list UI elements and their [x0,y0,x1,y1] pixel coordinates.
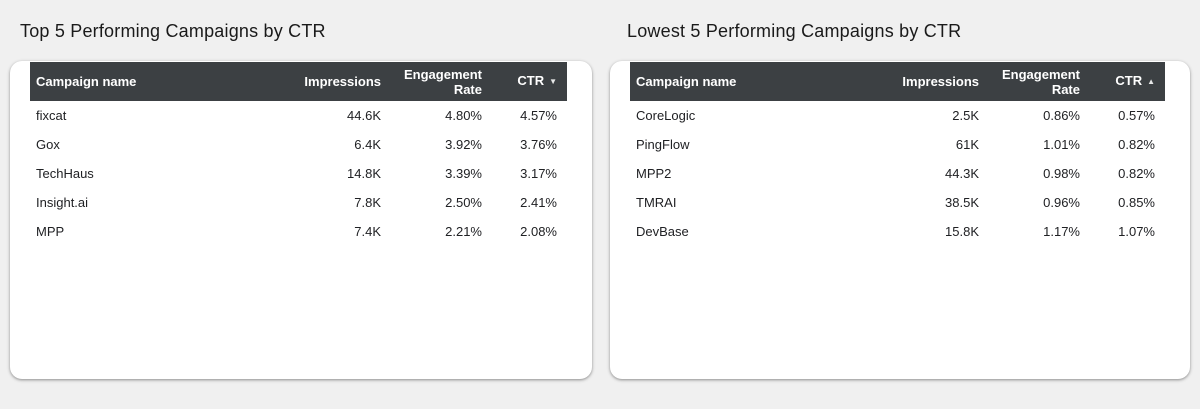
table-row: CoreLogic 2.5K 0.86% 0.57% [630,101,1165,130]
sort-descending-icon: ▼ [549,77,557,86]
top-campaigns-table: Campaign name Impressions Engagement Rat… [30,62,567,246]
cell-engagement-rate: 2.21% [445,224,482,239]
cell-ctr: 4.57% [520,108,557,123]
column-header-engagement-rate[interactable]: Engagement Rate [403,66,482,97]
sort-ascending-icon: ▲ [1147,77,1155,86]
table-row: PingFlow 61K 1.01% 0.82% [630,130,1165,159]
cell-impressions: 61K [955,137,979,152]
cell-impressions: 7.4K [354,224,381,239]
table-row: TMRAI 38.5K 0.96% 0.85% [630,188,1165,217]
lowest-campaigns-table: Campaign name Impressions Engagement Rat… [630,62,1165,246]
table-body: CoreLogic 2.5K 0.86% 0.57% PingFlow 61K … [630,101,1165,246]
cell-ctr: 3.76% [520,137,557,152]
table-body: fixcat 44.6K 4.80% 4.57% Gox 6.4K 3.92% … [30,101,567,246]
cell-ctr: 0.85% [1118,195,1155,210]
table-header-row: Campaign name Impressions Engagement Rat… [30,62,567,101]
table-row: MPP 7.4K 2.21% 2.08% [30,217,567,246]
cell-engagement-rate: 0.96% [1043,195,1080,210]
table-row: TechHaus 14.8K 3.39% 3.17% [30,159,567,188]
top-campaigns-table-card: Campaign name Impressions Engagement Rat… [10,61,592,379]
ctr-header-label: CTR [1115,73,1143,88]
cell-engagement-rate: 1.17% [1043,224,1080,239]
table-row: DevBase 15.8K 1.17% 1.07% [630,217,1165,246]
table-row: Gox 6.4K 3.92% 3.76% [30,130,567,159]
cell-campaign-name: Insight.ai [36,195,89,210]
table-row: Insight.ai 7.8K 2.50% 2.41% [30,188,567,217]
cell-engagement-rate: 4.80% [445,108,482,123]
cell-campaign-name: CoreLogic [636,108,696,123]
table-row: fixcat 44.6K 4.80% 4.57% [30,101,567,130]
table-header-row: Campaign name Impressions Engagement Rat… [630,62,1165,101]
cell-campaign-name: PingFlow [636,137,690,152]
column-header-campaign-name[interactable]: Campaign name [636,74,737,89]
cell-impressions: 44.6K [347,108,381,123]
cell-engagement-rate: 1.01% [1043,137,1080,152]
cell-impressions: 15.8K [945,224,979,239]
cell-ctr: 2.08% [520,224,557,239]
cell-campaign-name: TechHaus [36,166,94,181]
cell-engagement-rate: 2.50% [445,195,482,210]
cell-ctr: 3.17% [520,166,557,181]
column-header-ctr[interactable]: CTR ▲ [1080,73,1165,90]
column-header-engagement-rate[interactable]: Engagement Rate [1001,66,1080,97]
cell-ctr: 1.07% [1118,224,1155,239]
column-header-impressions[interactable]: Impressions [902,74,979,89]
ctr-header-label: CTR [517,73,545,88]
cell-campaign-name: fixcat [36,108,67,123]
cell-impressions: 38.5K [945,195,979,210]
cell-campaign-name: MPP2 [636,166,672,181]
column-header-ctr[interactable]: CTR ▼ [482,73,567,90]
cell-ctr: 0.82% [1118,166,1155,181]
cell-engagement-rate: 0.98% [1043,166,1080,181]
cell-campaign-name: MPP [36,224,65,239]
table-row: MPP2 44.3K 0.98% 0.82% [630,159,1165,188]
chart-title-top-campaigns: Top 5 Performing Campaigns by CTR [20,21,326,41]
lowest-campaigns-table-card: Campaign name Impressions Engagement Rat… [610,61,1190,379]
column-header-campaign-name[interactable]: Campaign name [36,74,137,89]
chart-title-lowest-campaigns: Lowest 5 Performing Campaigns by CTR [627,21,962,41]
cell-impressions: 14.8K [347,166,381,181]
cell-campaign-name: DevBase [636,224,689,239]
cell-ctr: 2.41% [520,195,557,210]
column-header-impressions[interactable]: Impressions [304,74,381,89]
cell-ctr: 0.57% [1118,108,1155,123]
cell-ctr: 0.82% [1118,137,1155,152]
cell-impressions: 7.8K [354,195,381,210]
cell-engagement-rate: 3.92% [445,137,482,152]
cell-campaign-name: TMRAI [636,195,677,210]
cell-engagement-rate: 0.86% [1043,108,1080,123]
cell-impressions: 6.4K [354,137,381,152]
cell-impressions: 2.5K [952,108,979,123]
cell-impressions: 44.3K [945,166,979,181]
cell-campaign-name: Gox [36,137,60,152]
cell-engagement-rate: 3.39% [445,166,482,181]
